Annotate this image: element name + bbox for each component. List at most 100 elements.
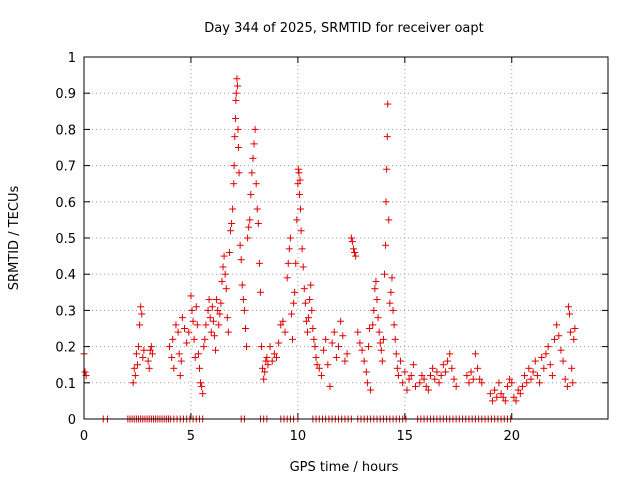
data-point [557,346,565,354]
data-point [407,372,415,380]
data-point [429,364,437,372]
y-tick-label: 0.8 [55,123,76,138]
data-point [372,277,380,285]
data-point [281,328,289,336]
data-point [441,368,449,376]
grid [84,57,608,419]
data-point [516,390,524,398]
x-tick-label: 10 [290,429,307,444]
data-point [170,364,178,372]
data-point [207,328,215,336]
y-tick-label: 0.1 [55,377,76,392]
data-point [168,353,176,361]
data-point [514,386,522,394]
data-point [214,306,222,314]
data-point [387,288,395,296]
data-point [210,332,218,340]
data-point [351,248,359,256]
data-point [508,379,516,387]
data-point [304,328,312,336]
data-point [239,296,247,304]
data-point [234,82,242,90]
data-point [224,328,232,336]
data-point [370,306,378,314]
data-point [260,375,268,383]
data-point [306,296,314,304]
data-point [313,361,321,369]
data-point [337,317,345,325]
data-point [191,353,199,361]
data-point [132,350,140,358]
y-tick-label: 0 [68,413,76,428]
data-point [236,241,244,249]
data-point [205,296,213,304]
data-point [221,270,229,278]
data-point [397,357,405,365]
data-point [405,375,413,383]
data-point [328,339,336,347]
data-point [363,379,371,387]
data-point [222,285,230,293]
data-point [339,332,347,340]
data-point [378,357,386,365]
data-point [131,372,139,380]
data-point [391,335,399,343]
y-tick-label: 0.3 [55,304,76,319]
data-point [177,357,185,365]
data-point [309,325,317,332]
data-point [518,382,526,390]
data-point [148,350,156,358]
data-point [250,140,258,148]
data-point [418,372,426,380]
data-point [296,205,304,213]
data-point [234,144,242,151]
data-point [531,357,539,365]
data-point [335,343,343,351]
data-point [542,350,550,358]
data-point [178,314,186,322]
data-point [246,216,254,224]
data-point [446,350,454,358]
data-point [382,241,390,249]
data-point [302,317,310,325]
data-point [310,335,318,343]
data-point [382,198,390,206]
data-point [300,285,308,293]
data-point [233,75,241,83]
data-point [219,263,227,271]
data-point [204,306,212,314]
data-point [546,361,554,369]
data-point [373,296,381,304]
data-point [137,303,145,311]
y-tick-label: 0.7 [55,160,76,175]
data-point [322,335,330,343]
data-point [234,125,242,133]
plot-frame [83,56,609,420]
data-point [474,364,482,372]
data-point [439,361,447,369]
y-tick-label: 1 [68,51,76,66]
data-point [176,372,184,380]
data-point [416,379,424,387]
data-point [185,328,193,336]
data-point [190,335,198,343]
data-point [510,393,518,401]
data-point [420,375,428,383]
data-point [385,216,393,224]
data-point [189,317,197,325]
data-point [202,321,210,329]
data-points [80,75,579,423]
data-point [471,350,479,358]
data-point [540,364,548,372]
data-point [292,259,300,267]
data-point [240,306,248,314]
data-point [533,372,541,380]
data-point [358,346,366,354]
data-point [354,328,362,336]
y-axis-label: SRMTID / TECUs [7,186,22,291]
data-point [238,281,246,289]
data-point [495,379,503,387]
data-point [569,379,577,387]
data-point [197,379,205,387]
data-point [277,321,285,329]
